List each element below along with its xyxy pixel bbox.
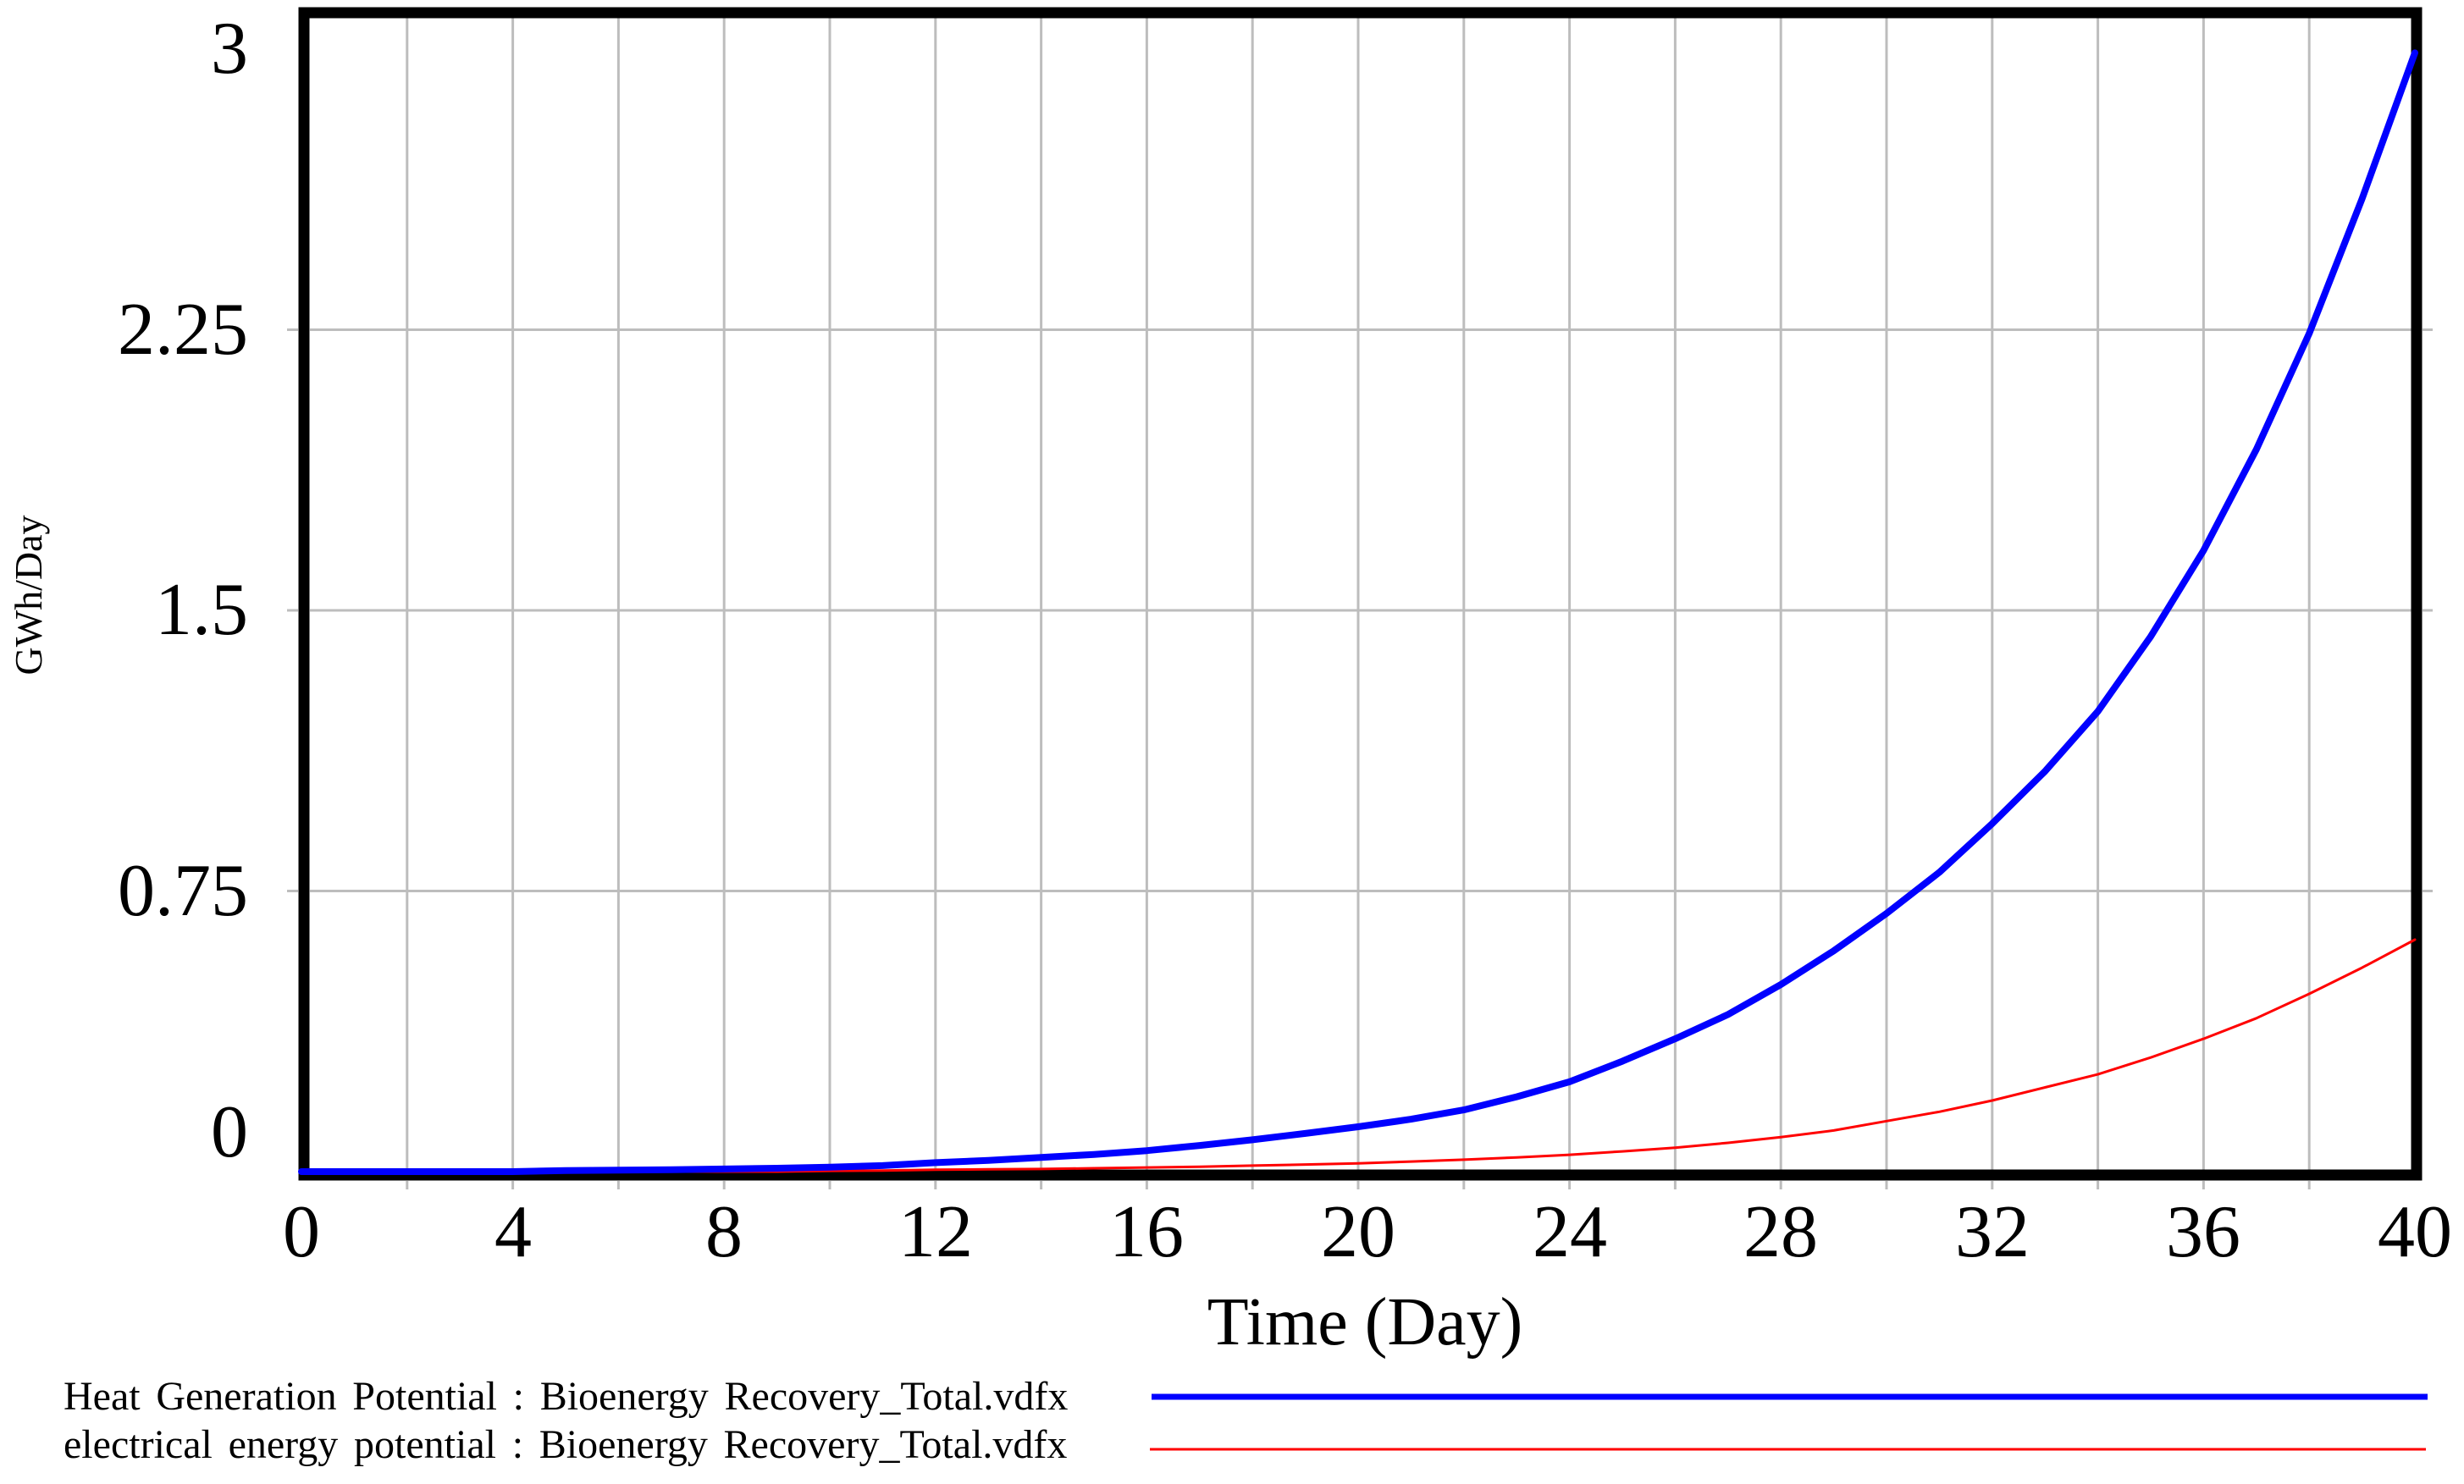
x-tick-label-8: 8 [705,1191,743,1273]
y-tick-label-2-25: 2.25 [118,289,248,371]
x-tick-label-16: 16 [1109,1191,1184,1273]
y-tick-label-0-75: 0.75 [118,850,248,932]
x-tick-label-12: 12 [898,1191,973,1273]
x-tick-label-32: 32 [1955,1191,2030,1273]
y-axis-title: GWh/Day [7,515,50,676]
plot-frame [298,7,2423,1181]
gridlines [310,18,2412,1170]
x-tick-label-24: 24 [1533,1191,1607,1273]
y-tick-label-1-5: 1.5 [155,569,248,651]
y-tick-label-0: 0 [211,1091,248,1173]
x-tick-label-36: 36 [2166,1191,2240,1273]
x-tick-label-28: 28 [1743,1191,1818,1273]
legend-line-samples [1150,1393,2428,1451]
x-tick-label-4: 4 [494,1191,532,1273]
x-tick-label-20: 20 [1321,1191,1395,1273]
x-tick-label-40: 40 [2378,1191,2452,1273]
y-tick-label-3: 3 [211,8,248,90]
heat-generation-curve [298,49,2418,1175]
data-curves [298,49,2418,1175]
legend-label-heat: Heat Generation Potential : Bioenergy Re… [64,1374,1069,1419]
x-tick-label-0: 0 [283,1191,320,1273]
legend-label-electrical: electrical energy potential : Bioenergy … [64,1422,1068,1467]
x-axis-title: Time (Day) [1207,1285,1523,1360]
gridline-tick-stubs [287,328,2433,1189]
